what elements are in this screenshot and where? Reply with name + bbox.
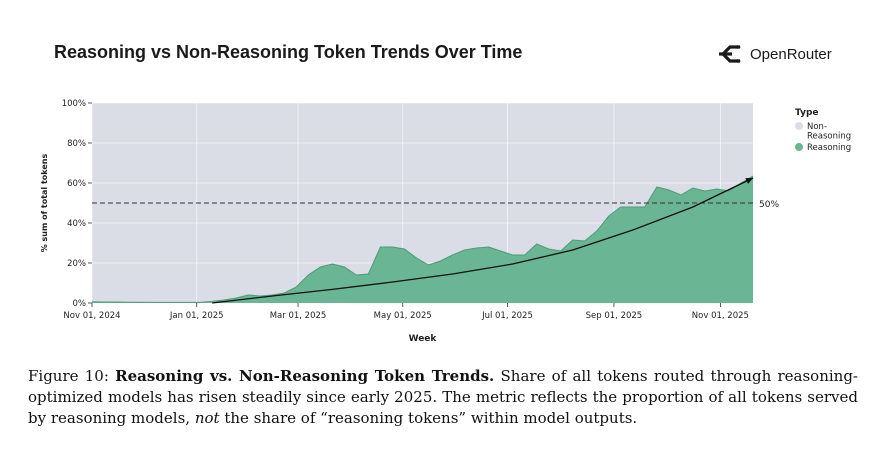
x-tick-label: Nov 01, 2025 <box>692 311 749 321</box>
x-tick-label: May 01, 2025 <box>374 311 432 321</box>
x-tick-label: Mar 01, 2025 <box>270 311 327 321</box>
x-tick-label: Sep 01, 2025 <box>586 311 643 321</box>
legend-entry-label: Non- <box>807 122 827 132</box>
legend-marker <box>795 122 803 130</box>
trend-line <box>212 177 754 304</box>
y-axis-label: % sum of total tokens <box>40 154 49 253</box>
legend-entry-label: Reasoning <box>807 132 851 142</box>
y-tick-label: 0% <box>73 299 87 309</box>
y-tick-label: 60% <box>67 179 86 189</box>
legend-title: Type <box>795 108 818 118</box>
y-tick-label: 40% <box>67 219 86 229</box>
caption-bold-title: Reasoning vs. Non-Reasoning Token Trends… <box>115 367 495 385</box>
caption-emphasis: not <box>194 409 220 427</box>
x-axis-label: Week <box>409 334 438 344</box>
x-tick-label: Nov 01, 2024 <box>63 311 120 321</box>
x-tick-label: Jan 01, 2025 <box>169 311 224 321</box>
trend-arrowhead <box>745 178 753 184</box>
x-tick-label: Jul 01, 2025 <box>481 311 533 321</box>
legend-marker <box>795 143 803 151</box>
caption-body-1: Share of all tokens routed through reaso… <box>28 367 858 427</box>
caption-body-2: the share of “reasoning tokens” within m… <box>224 409 638 427</box>
legend-entry-label: Reasoning <box>807 143 851 153</box>
y-tick-label: 100% <box>62 99 86 109</box>
reasoning-area <box>92 176 753 303</box>
caption-label: Figure 10: <box>28 367 109 385</box>
brand-logo: OpenRouter <box>718 44 832 64</box>
figure-caption: Figure 10: Reasoning vs. Non-Reasoning T… <box>28 366 858 429</box>
chart-area: 50% 0% 20% 40% 60% 80% 100% Nov 01, 2024 Jan 01,… <box>40 99 851 344</box>
y-tick-label: 80% <box>67 139 86 149</box>
openrouter-logo-icon <box>719 45 741 63</box>
reference-line-label: 50% <box>759 200 779 210</box>
chart-title: Reasoning vs Non-Reasoning Token Trends … <box>54 42 523 62</box>
y-tick-label: 20% <box>67 259 86 269</box>
reasoning-series-line <box>91 175 754 303</box>
brand-name: OpenRouter <box>750 45 832 63</box>
